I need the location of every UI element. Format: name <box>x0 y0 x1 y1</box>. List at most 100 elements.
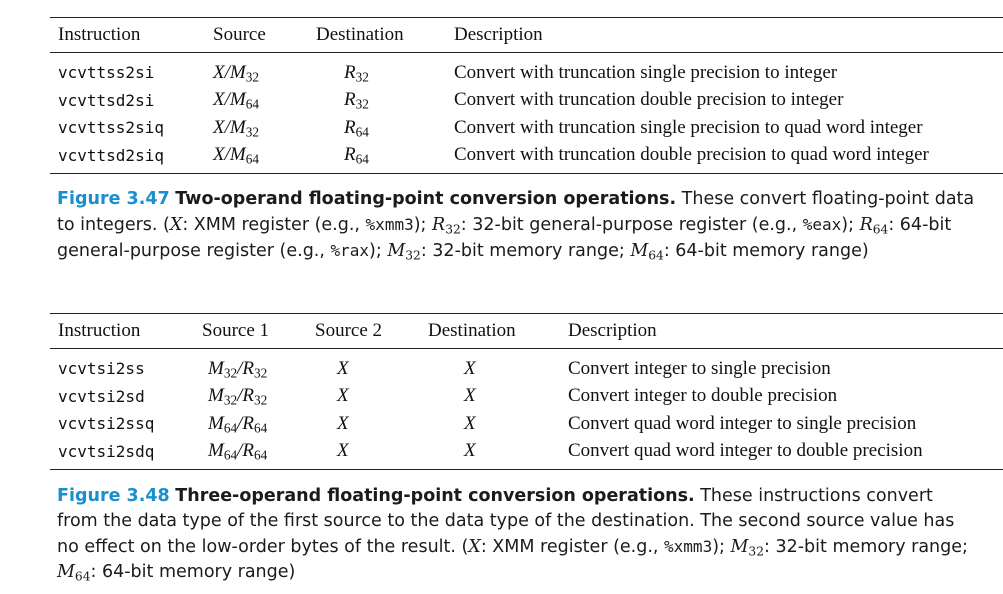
column-header-destination: Destination <box>316 24 404 45</box>
math-symbol: M32 <box>387 241 421 263</box>
math-letter: R <box>859 215 873 235</box>
figure-3-48-table: Instruction Source 1 Source 2 Destinatio… <box>50 313 1003 470</box>
operand: X/M <box>213 116 246 138</box>
destination-cell: X <box>464 440 476 462</box>
instruction-cell: vcvtsi2sd <box>58 386 145 406</box>
table-header-row: Instruction Source 1 Source 2 Destinatio… <box>50 313 1003 349</box>
figure-label: Figure 3.48 <box>57 486 170 506</box>
operand-subscript: 64 <box>254 420 268 436</box>
operand-subscript: 32 <box>254 365 268 381</box>
caption-body: These convert floating-point data to int… <box>57 189 975 263</box>
instruction-cell: vcvttss2si <box>58 63 155 83</box>
destination-cell: X <box>464 385 476 407</box>
figure-3-47-table: Instruction Source Destination Descripti… <box>50 17 1003 174</box>
source-2-cell: X <box>337 357 349 379</box>
table-row: vcvttss2siq X/M32 R64 Convert with truncati… <box>50 114 1003 142</box>
operand: R <box>242 440 255 462</box>
caption-text: : 32-bit memory range; <box>420 241 631 261</box>
table-header-row: Instruction Source Destination Descripti… <box>50 17 1003 53</box>
math-letter: M <box>730 537 749 557</box>
operand: R <box>242 385 255 407</box>
description-cell: Convert integer to double precision <box>568 385 838 407</box>
register-name: %rax <box>330 241 370 260</box>
table-row: vcvttss2si X/M32 R32 Convert with truncatio… <box>50 53 1003 87</box>
column-header-description: Description <box>454 24 543 45</box>
table-row: vcvttsd2siq X/M64 R64 Convert with truncati… <box>50 142 1003 174</box>
operand-subscript: 64 <box>355 124 369 140</box>
destination-cell: R64 <box>308 142 446 174</box>
caption-text: ); <box>841 215 860 235</box>
math-subscript: 64 <box>648 248 664 263</box>
operand: M <box>208 385 224 407</box>
operand-subscript: 64 <box>245 96 260 112</box>
operand: M <box>208 357 224 379</box>
operand: X/M <box>213 89 246 111</box>
operand: M <box>208 440 224 462</box>
source-1-cell: M64/R64 <box>194 438 307 470</box>
source-1-cell: M64/R64 <box>194 410 307 438</box>
description-cell: Convert with truncation double precision… <box>454 89 844 111</box>
caption-text: : 64-bit general-purpose register (e.g., <box>57 215 952 261</box>
math-letter: X <box>468 537 481 557</box>
operand-subscript: 64 <box>254 447 268 463</box>
operand: M <box>208 412 224 434</box>
operand-subscript: 32 <box>223 365 238 381</box>
operand: R <box>242 412 255 434</box>
instruction-cell: vcvtsi2ssq <box>58 414 155 434</box>
destination-cell: X <box>464 357 476 379</box>
table-row: vcvtsi2sd M32/R32 X X Convert integer to dou… <box>50 383 1003 411</box>
description-cell: Convert with truncation double precision… <box>454 144 929 166</box>
register-name: %xmm3 <box>365 215 414 234</box>
operand-separator: / <box>237 385 243 407</box>
caption-text: : XMM register (e.g., <box>480 537 665 557</box>
operand-separator: / <box>237 412 243 434</box>
operand: R <box>344 61 356 83</box>
figure-label: Figure 3.47 <box>57 189 170 209</box>
operand-subscript: 64 <box>223 447 238 463</box>
caption-text: ); <box>712 537 731 557</box>
source-cell: X/M32 <box>205 53 308 87</box>
instruction-cell: vcvtsi2sdq <box>58 441 155 461</box>
instruction-cell: vcvttsd2siq <box>58 145 164 165</box>
figure-3-48-caption: Figure 3.48 Three-operand floating-point… <box>57 484 977 585</box>
column-header-instruction: Instruction <box>58 320 141 341</box>
operand: X/M <box>213 144 246 166</box>
figure-title: Two-operand floating-point conversion op… <box>175 189 677 209</box>
table-row: vcvtsi2sdq M64/R64 X X Convert quad word int… <box>50 438 1003 470</box>
instruction-cell: vcvttsd2si <box>58 90 155 110</box>
caption-text: : 64-bit memory range) <box>90 562 296 582</box>
operand: R <box>344 116 356 138</box>
operand-subscript: 64 <box>355 151 369 167</box>
operand: R <box>242 357 255 379</box>
math-symbol: R32 <box>432 215 461 236</box>
operand-separator: / <box>237 357 243 379</box>
destination-cell: R32 <box>308 87 446 115</box>
description-cell: Convert with truncation single precision… <box>454 116 923 138</box>
math-subscript: 32 <box>405 248 421 263</box>
operand: R <box>344 89 356 111</box>
math-letter: M <box>57 562 75 582</box>
column-header-description: Description <box>568 320 657 341</box>
math-symbol: X <box>170 215 182 235</box>
operand-subscript: 32 <box>245 69 260 85</box>
operand: X/M <box>213 61 246 83</box>
source-1-cell: M32/R32 <box>194 383 307 411</box>
operand-subscript: 64 <box>223 420 238 436</box>
source-cell: X/M64 <box>205 142 308 174</box>
caption-text: These convert floating-point data to int… <box>57 189 975 235</box>
math-subscript: 64 <box>872 222 889 237</box>
table-row: vcvttsd2si X/M64 R32 Convert with truncatio… <box>50 87 1003 115</box>
operand-subscript: 32 <box>355 96 369 112</box>
register-name: %eax <box>802 215 842 234</box>
description-cell: Convert integer to single precision <box>568 357 831 379</box>
caption-text: ); <box>413 215 433 235</box>
math-subscript: 64 <box>74 569 91 584</box>
instruction-cell: vcvtsi2ss <box>58 359 145 379</box>
operand-subscript: 32 <box>223 392 238 408</box>
operand-separator: / <box>237 440 243 462</box>
source-2-cell: X <box>337 412 349 434</box>
math-letter: M <box>387 241 406 261</box>
math-letter: R <box>432 215 446 235</box>
destination-cell: R32 <box>308 53 446 87</box>
math-symbol: X <box>468 537 480 557</box>
